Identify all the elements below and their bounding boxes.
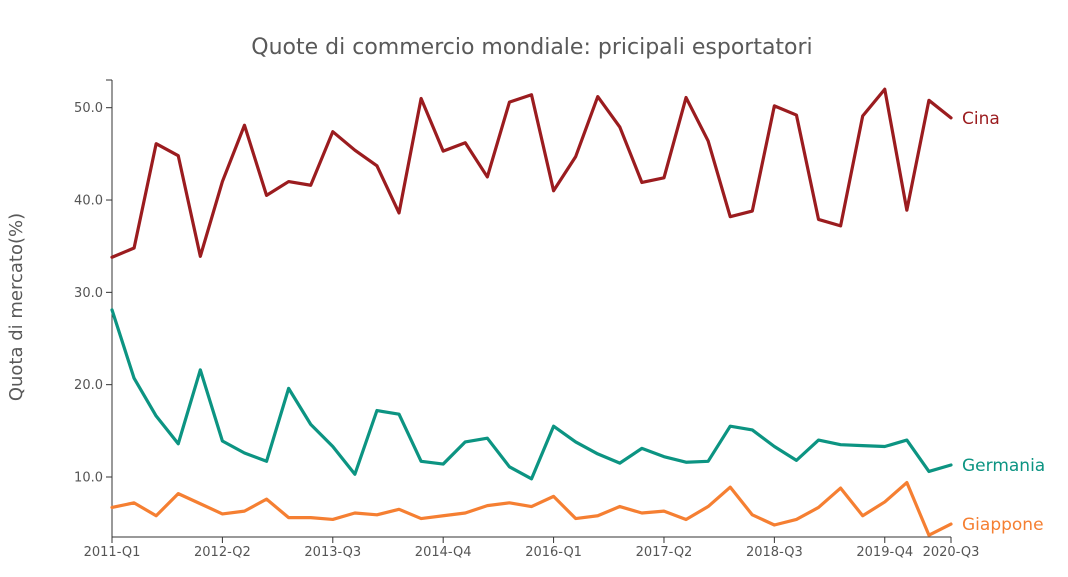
series-label-germania: Germania: [962, 456, 1045, 476]
x-tick-label: 2013-Q3: [304, 545, 361, 560]
series-line-giappone: [110, 480, 953, 537]
series-label-cina: Cina: [962, 109, 1000, 129]
x-tick-label: 2017-Q2: [636, 545, 693, 560]
series-line-germania: [110, 308, 953, 481]
y-tick-label: 30.0: [74, 286, 103, 301]
y-axis-label: Quota di mercato(%): [6, 213, 27, 401]
series-line-cina: [110, 87, 953, 259]
x-tick-label: 2014-Q4: [415, 545, 472, 560]
series-lines: [110, 87, 953, 537]
y-tick-label: 50.0: [74, 101, 103, 116]
axes: 10.0 20.0 30.0 40.0 50.0 2011-Q1 2012-Q2 2013-Q…: [74, 79, 980, 560]
y-tick-label: 20.0: [74, 378, 103, 393]
x-tick-label: 2020-Q3: [923, 545, 980, 560]
series-labels: Cina Germania Giappone: [962, 109, 1045, 535]
x-tick-label: 2012-Q2: [194, 545, 251, 560]
chart-title: Quote di commercio mondiale: pricipali e…: [251, 35, 812, 60]
x-tick-label: 2018-Q3: [746, 545, 803, 560]
x-tick-label: 2011-Q1: [84, 545, 141, 560]
series-label-giappone: Giappone: [962, 515, 1044, 535]
y-tick-label: 40.0: [74, 194, 103, 209]
x-tick-label: 2016-Q1: [525, 545, 582, 560]
x-tick-label: 2019-Q4: [856, 545, 913, 560]
y-tick-label: 10.0: [74, 470, 103, 485]
